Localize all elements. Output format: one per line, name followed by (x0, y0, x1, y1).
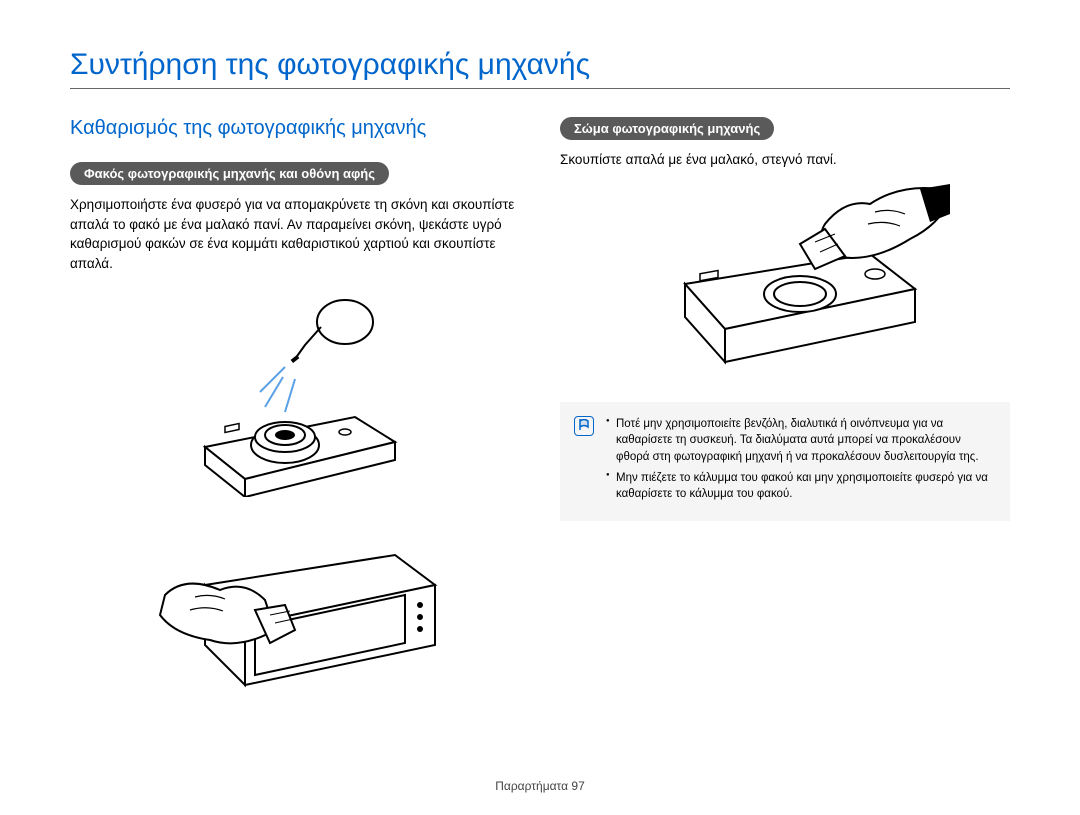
page-title: Συντήρηση της φωτογραφικής μηχανής (70, 48, 1010, 82)
footer-section-label: Παραρτήματα (495, 779, 568, 793)
footer-page-number: 97 (571, 779, 584, 793)
note-list: Ποτέ μην χρησιμοποιείτε βενζόλη, διαλυτι… (606, 416, 992, 507)
left-column: Καθαρισμός της φωτογραφικής μηχανής Φακό… (70, 117, 520, 723)
note-item: Μην πιέζετε το κάλυμμα του φακού και μην… (606, 470, 992, 503)
label-camera-body: Σώμα φωτογραφικής μηχανής (560, 117, 774, 140)
title-divider (70, 88, 1010, 89)
text-lens-instructions: Χρησιμοποιήστε ένα φυσερό για να απομακρ… (70, 195, 520, 273)
illustration-blower (70, 287, 520, 497)
note-box: Ποτέ μην χρησιμοποιείτε βενζόλη, διαλυτι… (560, 402, 1010, 521)
page-footer: Παραρτήματα 97 (0, 779, 1080, 793)
label-lens-touchscreen: Φακός φωτογραφικής μηχανής και οθόνη αφή… (70, 162, 389, 185)
right-column: Σώμα φωτογραφικής μηχανής Σκουπίστε απαλ… (560, 117, 1010, 723)
content-columns: Καθαρισμός της φωτογραφικής μηχανής Φακό… (70, 117, 1010, 723)
text-body-instructions: Σκουπίστε απαλά με ένα μαλακό, στεγνό πα… (560, 150, 1010, 170)
illustration-wipe-screen (70, 515, 520, 705)
section-title-cleaning: Καθαρισμός της φωτογραφικής μηχανής (70, 117, 520, 140)
illustration-wipe-body (560, 184, 1010, 374)
note-item: Ποτέ μην χρησιμοποιείτε βενζόλη, διαλυτι… (606, 416, 992, 466)
note-icon (574, 416, 594, 436)
